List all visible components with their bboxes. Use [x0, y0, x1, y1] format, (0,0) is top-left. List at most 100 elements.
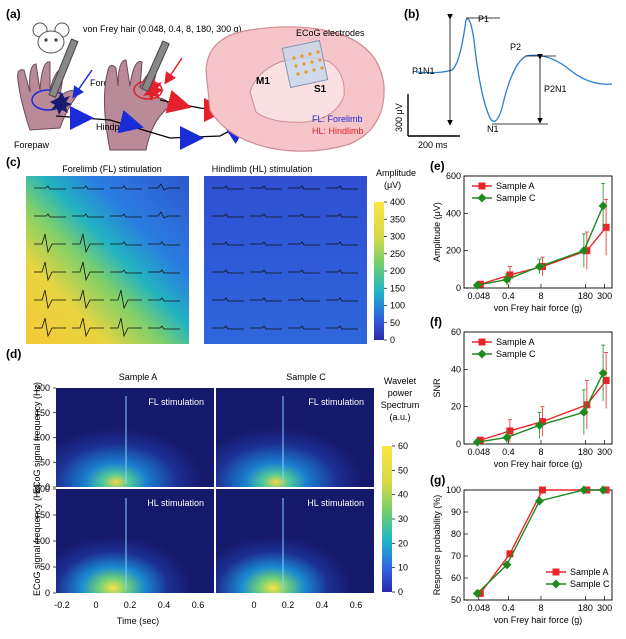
x-tick-label: 0.6 [192, 600, 205, 610]
legend-label: Sample C [496, 349, 536, 359]
y-tick-label: 100 [446, 485, 461, 495]
hindpaw-impact-icon [142, 78, 164, 101]
y-tick-label: 0 [456, 439, 461, 449]
force-label: Force [90, 78, 113, 88]
map-trace [212, 241, 244, 246]
map-trace [110, 317, 142, 338]
x-tick-label: 0.048 [468, 603, 491, 613]
x-tick-label: 8 [538, 291, 543, 301]
y-tick-label: 100 [35, 536, 50, 546]
x-tick-label: 0.048 [468, 291, 491, 301]
data-point [534, 496, 544, 506]
series-line [479, 489, 607, 594]
panel-a: (a) von Frey hair (0.048, 0.4, 8, 180, 3… [6, 7, 385, 152]
spectrogram-a-hl [56, 489, 214, 593]
map-trace [212, 297, 244, 302]
data-point [476, 436, 484, 444]
map-trace [148, 211, 180, 219]
x-tick-label: 8 [538, 447, 543, 457]
wavelet-colorbar [382, 446, 392, 592]
spectrogram-ylabel-bottom: ECoG signal frequency (Hz) [32, 484, 42, 596]
panel-e-letter: (e) [430, 159, 445, 173]
data-point [472, 437, 482, 447]
data-point [538, 486, 546, 494]
map-trace [110, 241, 142, 246]
chart-f-snr: 0 20 40 60 0.048 0.4 8 180 300 von Frey hair forc… [432, 327, 613, 469]
stimulus-label: von Frey hair (0.048, 0.4, 8, 180, 300 g… [83, 24, 242, 34]
y-axis-label: Amplitude (μV) [432, 202, 442, 262]
map-trace [250, 325, 282, 330]
colorbar-tick-label: 50 [398, 465, 408, 475]
map-trace [110, 185, 142, 190]
colorbar-tick-label: 100 [390, 301, 405, 311]
legend-marker [477, 193, 487, 203]
hl-map-traces [212, 185, 358, 330]
map-trace [72, 185, 104, 190]
colorbar-tick-label: 20 [398, 538, 408, 548]
y-tick-label: 150 [35, 408, 50, 418]
spectrogram-c-fl [216, 388, 374, 487]
plot-frame [463, 331, 613, 445]
y-tick-label: 20 [451, 402, 461, 412]
map-trace [34, 289, 66, 310]
panel-d-letter: (d) [6, 347, 21, 361]
y-tick-label: 80 [451, 529, 461, 539]
y-axis-label: Response probability (%) [432, 495, 442, 596]
tag-c-hl: HL stimulation [307, 498, 364, 508]
y-tick-label: 50 [451, 595, 461, 605]
hindpaw-label: Hindpaw [96, 122, 132, 132]
data-point [598, 485, 608, 495]
data-point [506, 271, 514, 279]
y-tick-label: 400 [446, 208, 461, 218]
data-point [472, 280, 482, 290]
map-trace [34, 185, 66, 190]
map-trace [212, 269, 244, 274]
colorbar-tick-label: 150 [390, 283, 405, 293]
colorbar-tick-label: 200 [390, 266, 405, 276]
data-point [506, 427, 514, 435]
x-tick-label: 0.4 [502, 447, 515, 457]
y-tick-label: 0 [45, 588, 50, 598]
y-tick-label: 200 [35, 484, 50, 494]
forepaw-label: Forepaw [14, 140, 50, 150]
x-axis-label: von Frey hair force (g) [494, 303, 583, 313]
colorbar-tick-label: 50 [390, 318, 400, 328]
colorbar-tick-label: 30 [398, 514, 408, 524]
mouse-head-icon [32, 22, 70, 54]
map-trace [288, 241, 320, 246]
map-trace [148, 325, 180, 330]
x-tick-label: 0.4 [316, 600, 329, 610]
x-tick-label: 0.6 [350, 600, 363, 610]
map-trace [288, 297, 320, 302]
data-point [472, 588, 482, 598]
x-tick-label: 0.2 [282, 600, 295, 610]
tag-c-fl: FL stimulation [308, 397, 364, 407]
x-tick-label: 300 [597, 291, 612, 301]
panel-c-letter: (c) [6, 155, 21, 169]
map-trace [250, 297, 282, 302]
spectrogram-ylabel-top: ECoG signal frequency (Hz) [32, 382, 42, 494]
y-tick-label: 200 [446, 246, 461, 256]
map-trace [72, 317, 104, 338]
y-tick-label: 70 [451, 551, 461, 561]
data-point [579, 246, 589, 256]
map-trace [72, 261, 104, 282]
x-tick-label: 180 [578, 603, 593, 613]
hl-map-title: Hindlimb (HL) stimulation [212, 164, 313, 174]
plot-frame [463, 175, 613, 289]
hindpaw-illustration: Hindpaw [96, 40, 183, 151]
data-point [502, 432, 512, 442]
colorbar-tick-label: 300 [390, 232, 405, 242]
map-trace [326, 241, 358, 246]
chart-g-response-probability: 50 60 70 80 90 100 0.048 0.4 8 180 300 von Frey hai… [432, 485, 613, 625]
y-axis-label: SNR [432, 378, 442, 398]
map-trace [72, 213, 104, 218]
map-trace [72, 289, 104, 310]
map-trace [34, 317, 66, 338]
colorbar-tick-label: 400 [390, 197, 405, 207]
legend-hl: HL: Hindlimb [312, 126, 364, 136]
x-tick-label: 0 [93, 600, 98, 610]
map-trace [34, 213, 66, 218]
